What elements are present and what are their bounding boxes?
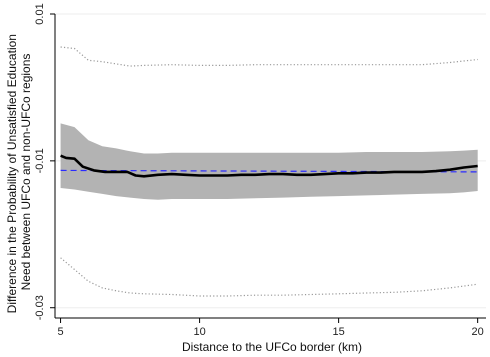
axes-layer: [54, 14, 486, 319]
y-ticks: 0.01 -0.01 -0.03: [34, 3, 55, 320]
dotted-lower-bound: [60, 257, 478, 297]
dotted-bounds-layer: [60, 46, 478, 297]
estimate-line: [60, 154, 478, 178]
y-axis-title-line-1: Difference in the Probability of Unsatis…: [5, 34, 19, 313]
y-axis-title: Difference in the Probability of Unsatis…: [5, 31, 33, 314]
y-axis-title-line-2: Need between UFCo and non-UFCo regions: [19, 54, 33, 291]
y-tick-label-1: -0.01: [34, 148, 46, 173]
x-tick-label-1: 10: [193, 326, 205, 338]
y-tick-label-2: -0.03: [34, 295, 46, 320]
x-tick-label-2: 15: [333, 326, 345, 338]
x-axis-title: Distance to the UFCo border (km): [182, 340, 362, 354]
ci-band-layer: [60, 123, 478, 200]
x-tick-label-3: 20: [472, 326, 484, 338]
x-tick-label-0: 5: [57, 326, 63, 338]
x-ticks: 5 10 15 20: [57, 318, 484, 338]
estimate-line-layer: [60, 154, 478, 178]
confidence-band: [60, 123, 478, 200]
y-tick-label-0: 0.01: [34, 3, 46, 24]
